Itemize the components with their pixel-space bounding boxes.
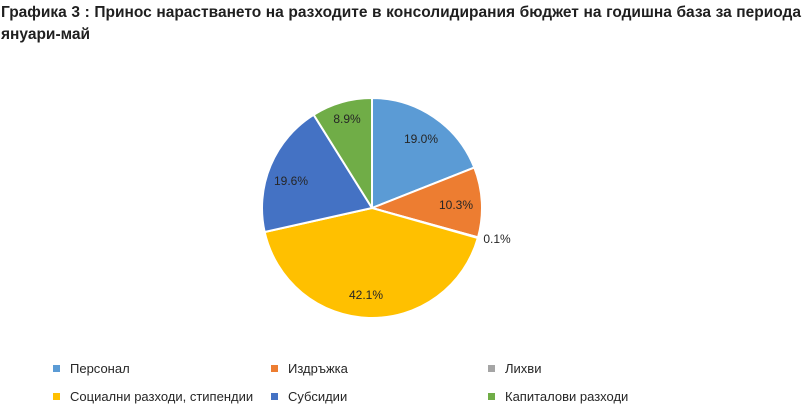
pie-slice-4 [263, 207, 479, 319]
pie-slice-2 [371, 166, 483, 239]
pie-slice-6 [312, 97, 373, 209]
pie-slice-1 [371, 97, 476, 209]
data-label-2: 10.3% [439, 198, 473, 212]
data-label-1: 19.0% [404, 132, 438, 146]
data-label-5: 19.6% [274, 174, 308, 188]
data-label-6: 8.9% [333, 112, 361, 126]
pie-slice-5 [261, 113, 373, 233]
data-label-3: 0.1% [483, 232, 511, 246]
data-label-4: 42.1% [349, 288, 383, 302]
chart-title: Графика 3 : Принос нарастването на разхо… [1, 4, 801, 43]
